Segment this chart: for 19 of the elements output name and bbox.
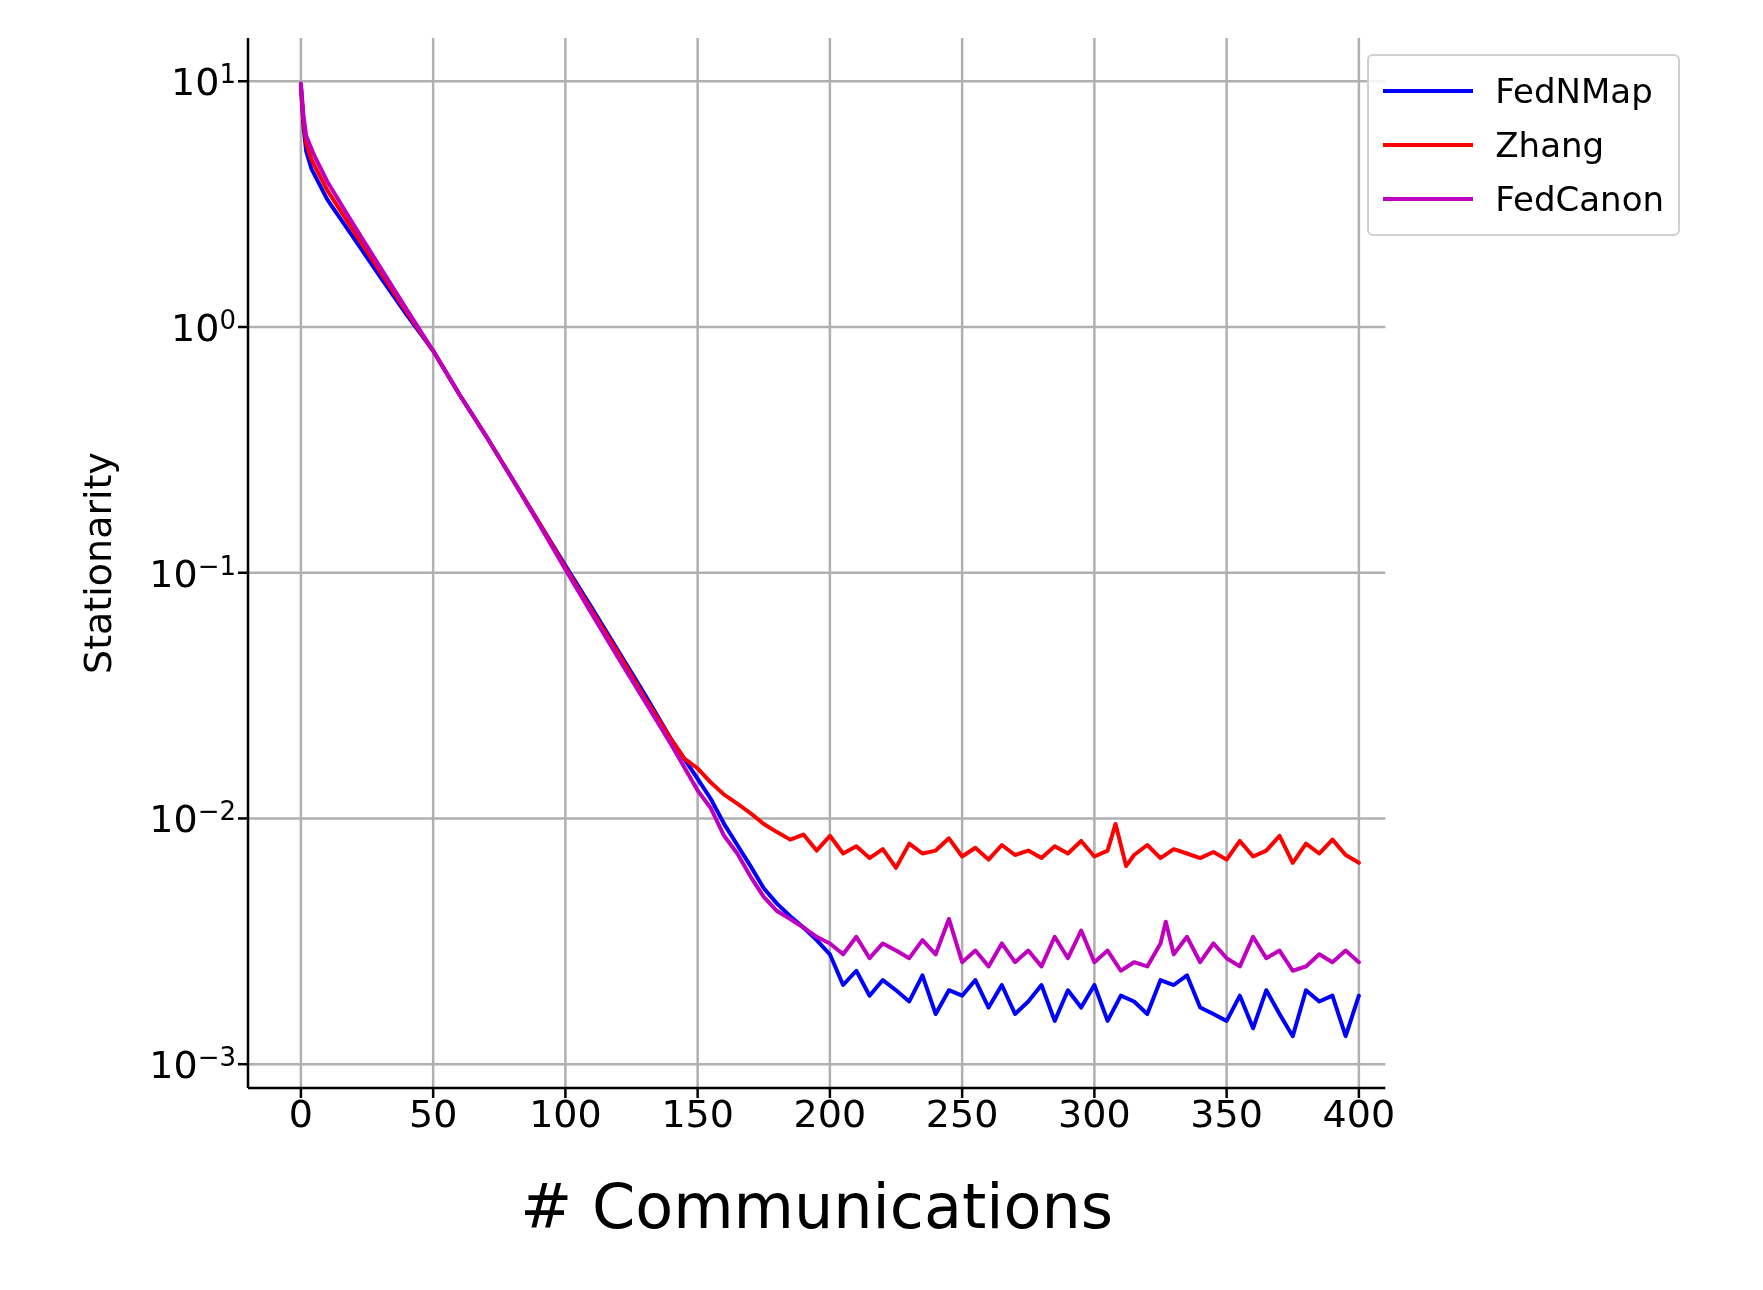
y-tick-label: 10$^{−1}$ [149,551,236,596]
x-tick-label: 350 [1190,1091,1263,1136]
y-tick-label: 10$^{−2}$ [149,796,236,842]
legend-label: FedNMap [1495,71,1653,111]
x-tick-label: 100 [529,1091,602,1136]
legend-label: FedCanon [1495,179,1664,219]
y-tick-label: 10$^{0}$ [171,305,236,350]
y-tick-label: 10$^{1}$ [171,59,236,105]
legend-label: Zhang [1495,125,1605,165]
y-axis-title: Stationarity [76,452,121,674]
x-tick-label: 200 [793,1091,867,1136]
x-axis-title: # Communications [520,1170,1113,1243]
x-tick-label: 50 [408,1091,458,1136]
x-tick-label: 250 [925,1091,999,1136]
x-tick-label: 300 [1058,1091,1131,1136]
y-tick-label: 10$^{−3}$ [149,1042,236,1088]
x-tick-label: 400 [1322,1091,1396,1136]
x-tick-label: 150 [661,1091,734,1136]
x-tick-label: 0 [288,1091,313,1136]
